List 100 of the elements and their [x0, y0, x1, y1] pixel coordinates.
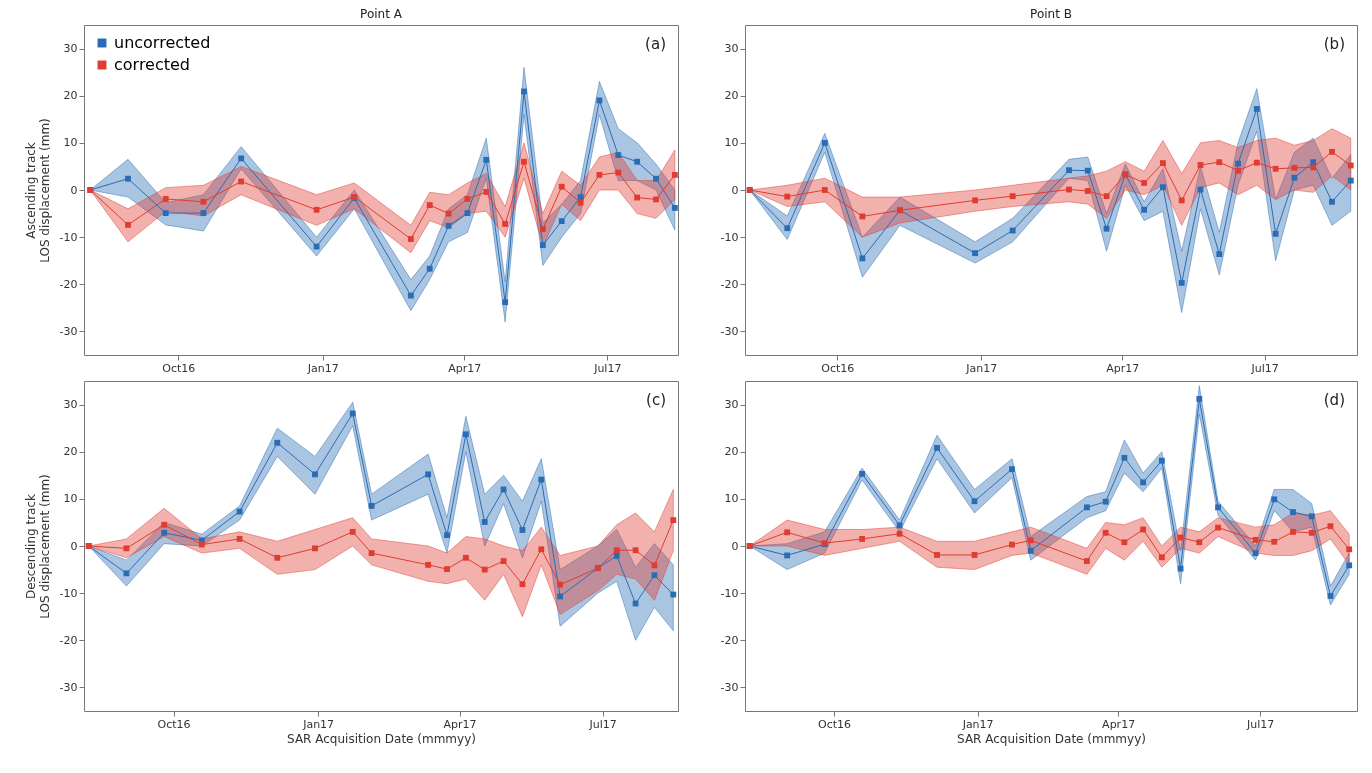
point	[462, 554, 469, 561]
x-tick-label: Jan17	[306, 361, 339, 375]
point	[274, 554, 281, 561]
y-tick-label: 0	[731, 539, 739, 553]
point	[426, 265, 433, 272]
y-tick-label: -20	[720, 633, 739, 647]
chart-title: Point B	[1030, 7, 1072, 21]
point	[502, 299, 509, 306]
point	[653, 175, 659, 182]
y-tick-label: -30	[720, 680, 739, 694]
point	[538, 546, 545, 553]
point	[349, 528, 356, 535]
point	[198, 541, 205, 548]
point	[161, 521, 168, 528]
x-tick-label: Apr17	[1102, 717, 1136, 731]
x-tick-label: Jan17	[302, 717, 335, 731]
x-tick-label: Oct16	[817, 717, 852, 731]
y-tick-label: 20	[63, 89, 78, 103]
point	[613, 547, 620, 554]
y-tick-label: 10	[63, 492, 78, 506]
y-tick-label: -10	[59, 586, 78, 600]
point	[1329, 198, 1335, 205]
x-axis-title: SAR Acquisition Date (mmmyy)	[957, 731, 1146, 746]
point	[1216, 159, 1223, 166]
point	[1235, 160, 1241, 167]
y-tick-label: 0	[70, 183, 78, 197]
x-tick-label: Jan17	[961, 717, 994, 731]
x-tick-label: Jul17	[1246, 717, 1275, 731]
point	[1102, 498, 1109, 505]
point	[1216, 251, 1223, 258]
point	[859, 470, 866, 477]
y-tick-label: 20	[724, 89, 739, 103]
x-tick-label: Jul17	[588, 717, 617, 731]
point	[1235, 167, 1241, 174]
point	[1084, 167, 1091, 174]
x-tick-label: Oct16	[821, 361, 855, 375]
point	[1291, 164, 1298, 171]
point	[1346, 562, 1353, 569]
point	[1158, 457, 1165, 464]
legend-label: corrected	[114, 55, 191, 74]
point	[407, 236, 414, 242]
point	[1140, 479, 1147, 486]
y-axis-title: Ascending track LOS displacement (mm)	[23, 118, 52, 263]
y-tick-label: -10	[720, 230, 739, 244]
point	[426, 202, 433, 208]
y-tick-label: -20	[59, 633, 78, 647]
x-tick-label: Apr17	[1106, 361, 1140, 375]
point	[1178, 197, 1185, 204]
point	[1121, 539, 1128, 546]
y-tick-label: 10	[724, 136, 739, 150]
point	[784, 529, 791, 536]
point	[1178, 279, 1185, 286]
point	[161, 529, 168, 536]
y-tick-label: 0	[70, 539, 78, 553]
x-tick-label: Apr17	[448, 361, 482, 375]
y-axis-title: Descending track LOS displacement (mm)	[23, 474, 52, 619]
point	[1253, 159, 1260, 166]
chart-title: Point A	[360, 7, 403, 21]
annotation: (b)	[1323, 35, 1345, 53]
y-tick-label: 30	[63, 398, 78, 412]
point	[1160, 160, 1166, 167]
point	[1141, 206, 1148, 213]
point	[1215, 504, 1221, 511]
point	[162, 210, 169, 217]
point	[1158, 554, 1165, 561]
point	[1271, 538, 1278, 545]
y-tick-label: 30	[724, 42, 739, 56]
point	[425, 561, 432, 568]
point	[784, 225, 791, 232]
point	[1196, 396, 1203, 402]
y-tick-label: -30	[720, 324, 739, 338]
point	[238, 155, 245, 162]
point	[483, 188, 490, 195]
point	[972, 197, 978, 204]
point	[1009, 466, 1015, 473]
y-tick-label: -30	[59, 324, 78, 338]
point	[483, 156, 490, 163]
point	[1308, 529, 1315, 536]
x-tick-label: Jul17	[593, 361, 622, 375]
point	[539, 226, 546, 233]
y-tick-label: 0	[731, 183, 739, 197]
point	[1083, 504, 1090, 511]
point	[1009, 541, 1015, 548]
point	[670, 517, 677, 523]
point	[1253, 106, 1260, 112]
point	[859, 255, 866, 262]
point	[481, 519, 488, 525]
point	[671, 205, 678, 211]
point	[162, 196, 169, 202]
point	[613, 552, 620, 559]
point	[1310, 164, 1317, 171]
point	[312, 471, 318, 478]
point	[425, 471, 432, 478]
point	[1329, 148, 1335, 155]
y-tick-label: -10	[59, 230, 78, 244]
y-tick-label: -10	[720, 586, 739, 600]
point	[1009, 193, 1016, 200]
y-tick-label: 30	[724, 398, 739, 412]
point	[1308, 513, 1315, 520]
point	[274, 439, 281, 446]
